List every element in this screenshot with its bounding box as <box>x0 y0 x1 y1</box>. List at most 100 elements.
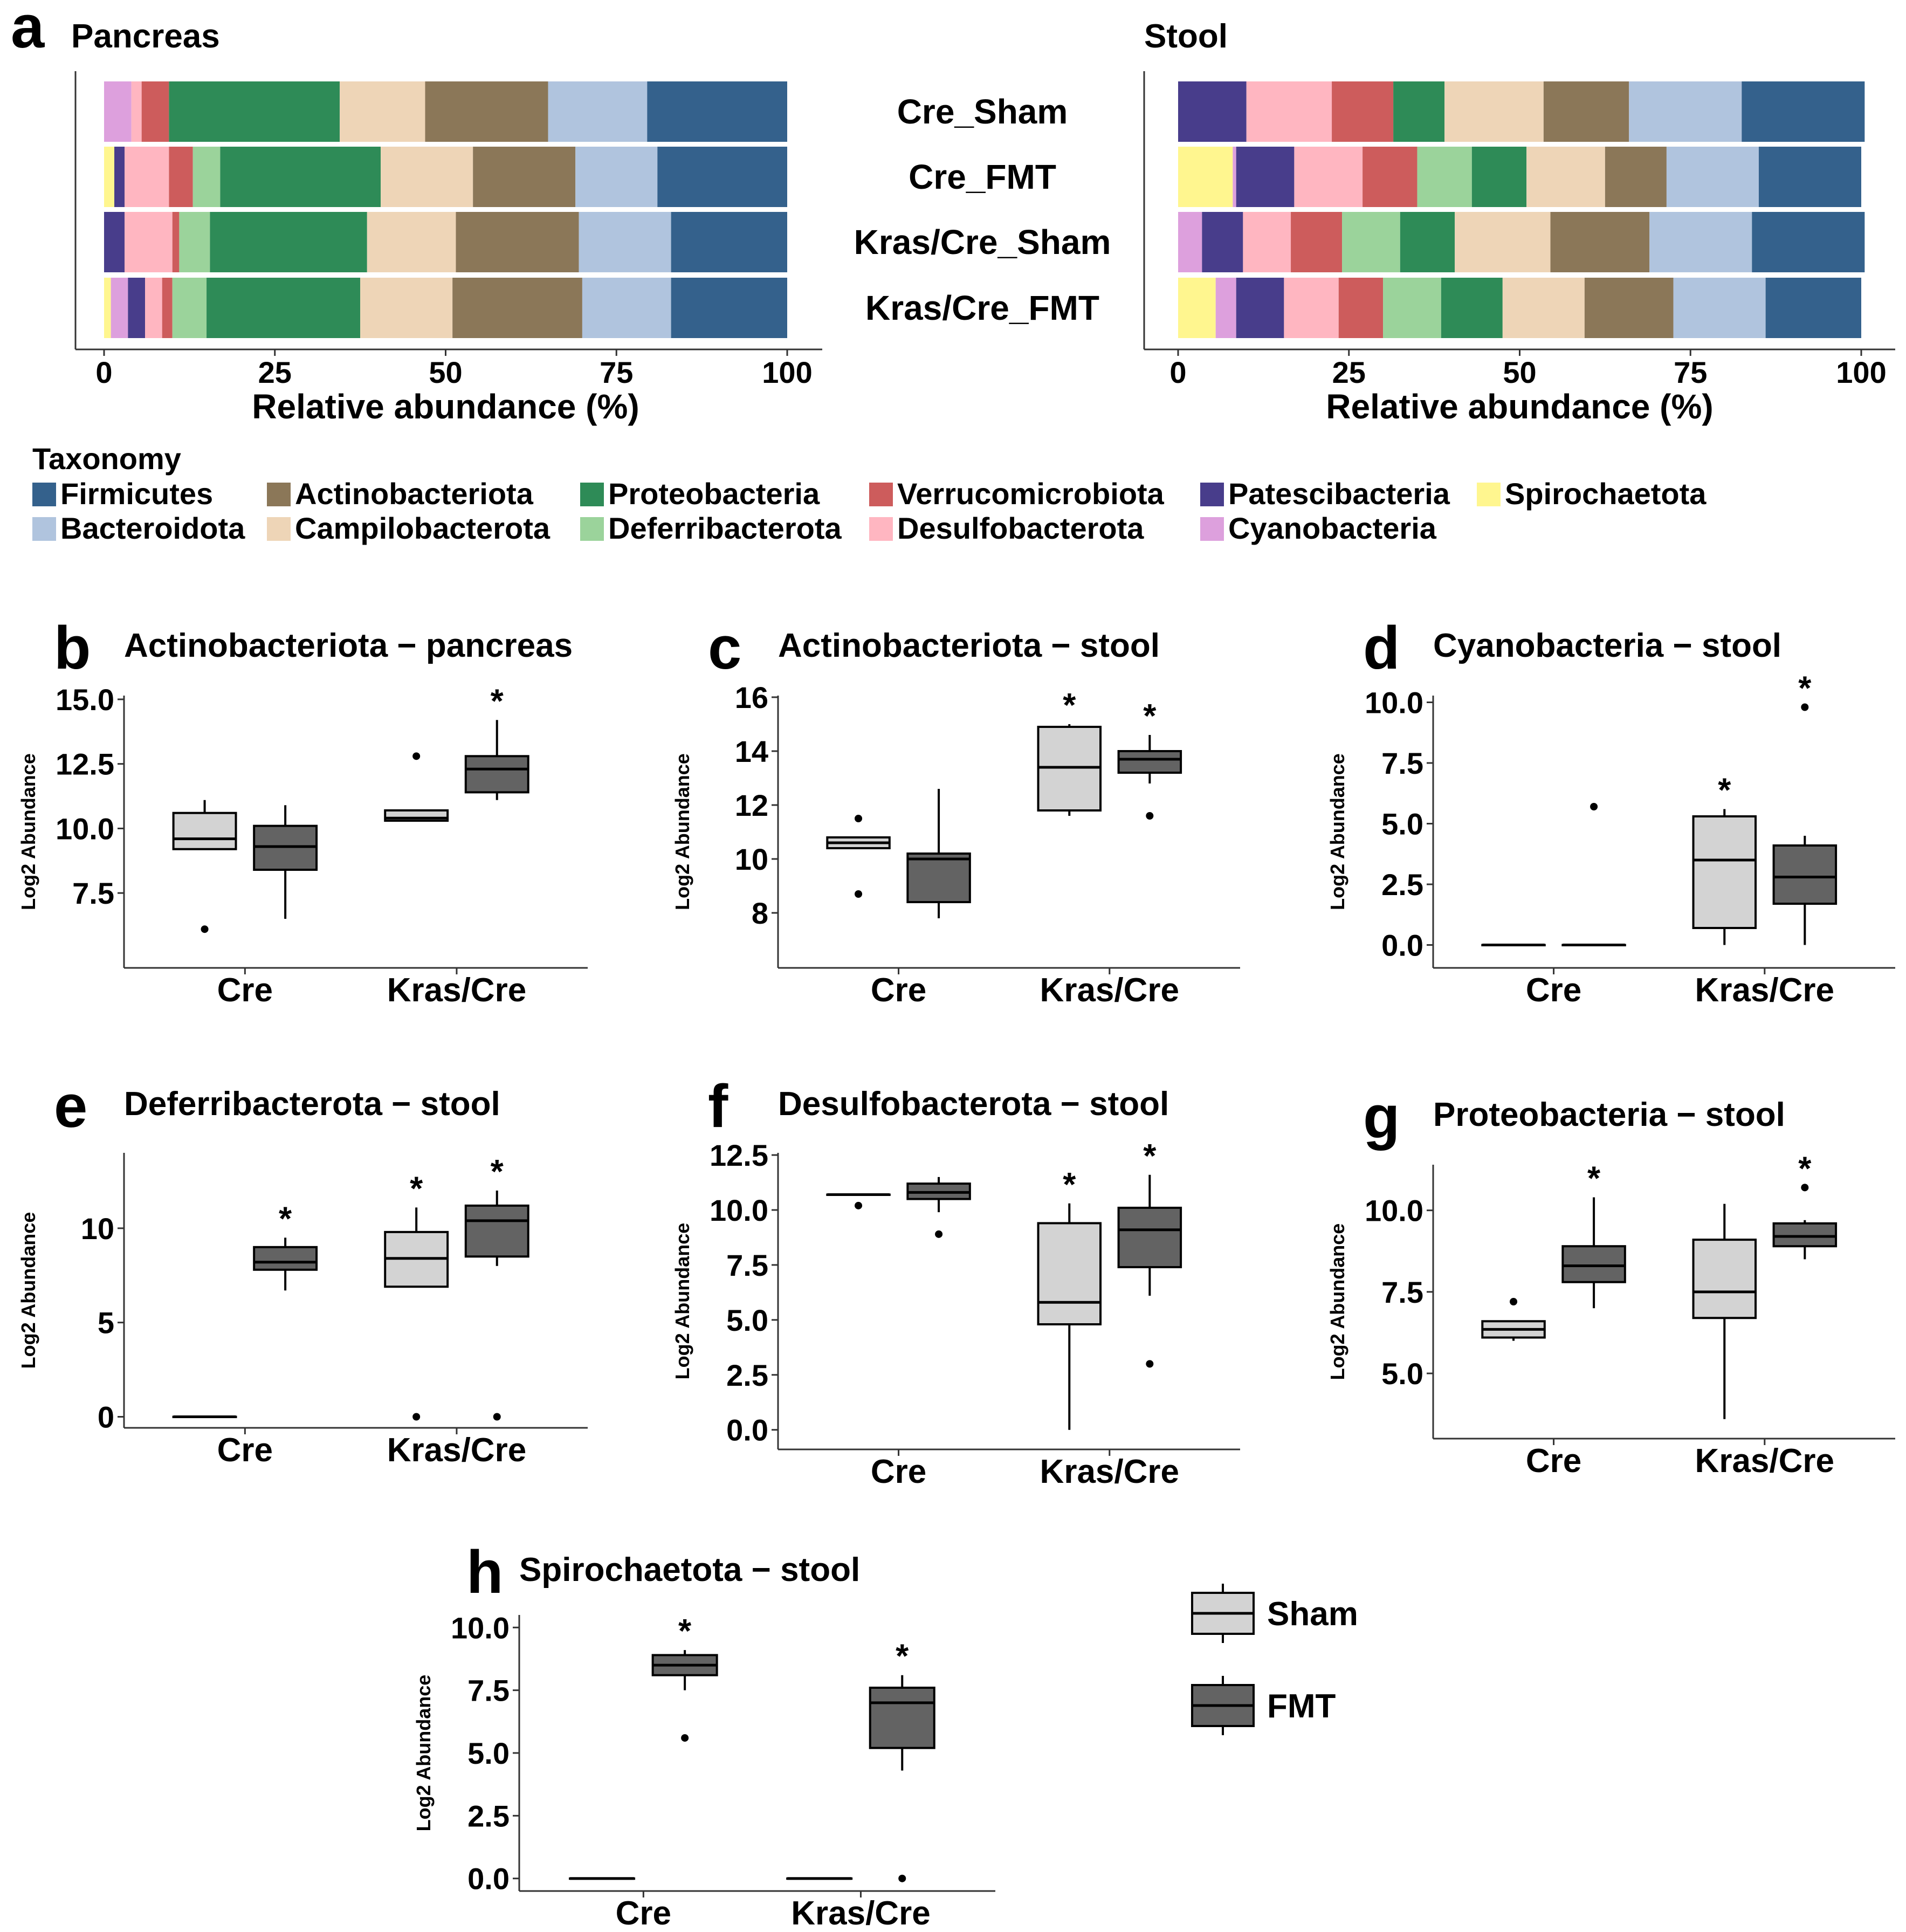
outlier-point <box>412 752 421 760</box>
bar-segment-firmicutes <box>1765 278 1861 338</box>
legend-label: Verrucomicrobiota <box>897 477 1165 511</box>
bar-segment-deferribacterota <box>192 147 221 207</box>
legend-swatch <box>32 517 56 541</box>
box-kras-cre-fmt: * <box>1772 1150 1838 1260</box>
bar-segment-campilobacterota <box>1444 81 1544 142</box>
box-cre-fmt <box>906 1177 971 1238</box>
significance-star: * <box>279 1200 292 1237</box>
y-tick-label: 10.0 <box>56 812 114 845</box>
bar-segment-verrucomicrobiota <box>172 212 180 272</box>
x-tick-label: Cre <box>871 1453 926 1490</box>
x-tick-label: 0 <box>95 355 112 389</box>
x-tick-label: 75 <box>1674 355 1707 389</box>
y-axis-title: Log2 Abundance <box>671 753 693 910</box>
x-tick-label: 75 <box>600 355 633 389</box>
box-plot-panel-b: b Actinobacteriota − pancreas 15.0 12.5 10.0… <box>17 614 588 1009</box>
box-plot-panel-c: c Actinobacteriota − stool 16 14 12 10 8 Log2 A… <box>671 614 1240 1009</box>
outlier-point <box>935 1230 943 1238</box>
bar-segment-proteobacteria <box>220 147 381 207</box>
x-tick-label: Cre <box>1526 1442 1581 1480</box>
bar-segment-proteobacteria <box>169 81 340 142</box>
y-tick-label: 12 <box>735 788 768 822</box>
bar-segment-desulfobacterota <box>145 278 162 338</box>
y-tick-label: 10 <box>81 1212 114 1246</box>
bar-segment-verrucomicrobiota <box>1332 81 1394 142</box>
bar-segment-firmicutes <box>671 278 787 338</box>
significance-star: * <box>491 1153 504 1191</box>
y-axis-title: Log2 Abundance <box>412 1675 435 1832</box>
bar-segment-proteobacteria <box>1441 278 1503 338</box>
box-body <box>1117 1206 1182 1269</box>
y-axis-title: Log2 Abundance <box>1326 1223 1348 1380</box>
y-tick-label: 12.5 <box>710 1138 768 1172</box>
box-cre-fmt: * <box>1561 1160 1626 1309</box>
outlier-point <box>681 1734 689 1742</box>
outlier-point <box>855 815 863 822</box>
bar-segment-bacteroidota <box>548 81 648 142</box>
x-tick-label: 50 <box>1503 355 1536 389</box>
bar-segment-patescibacteria <box>114 147 125 207</box>
chart-title: Desulfobacterota − stool <box>778 1085 1169 1123</box>
box-kras-cre-sham <box>1692 1204 1757 1419</box>
significance-star: * <box>1143 698 1157 735</box>
legend-swatch <box>267 483 291 506</box>
significance-star: * <box>1798 1150 1812 1187</box>
y-tick-label: 12.5 <box>56 747 114 781</box>
box-kras-cre-fmt: * <box>464 683 529 800</box>
y-tick-label: 10.0 <box>1365 686 1423 720</box>
row-label-0: Cre_Sham <box>897 92 1068 131</box>
x-tick-label: Cre <box>217 972 273 1009</box>
bar-segment-firmicutes <box>657 147 787 207</box>
y-tick-label: 10 <box>735 842 768 876</box>
panel-letter-a: a <box>11 0 45 60</box>
bar-segment-firmicutes <box>1752 212 1865 272</box>
bar-segment-desulfobacterota <box>131 81 142 142</box>
box-kras-cre-sham: * <box>384 1170 449 1421</box>
box-cre-fmt <box>906 789 971 918</box>
y-tick-label: 2.5 <box>1381 868 1423 902</box>
legend-label: Bacteroidota <box>60 511 245 545</box>
box-kras-cre-fmt: * <box>869 1638 935 1882</box>
bar-segment-proteobacteria <box>1400 212 1455 272</box>
box-cre-sham <box>172 1415 237 1419</box>
bar-segment-spirochaetota <box>1178 147 1233 207</box>
y-tick-label: 7.5 <box>1381 1275 1423 1309</box>
bar-segment-verrucomicrobiota <box>1291 212 1343 272</box>
y-tick-label: 14 <box>735 734 768 768</box>
bar-segment-actinobacteriota <box>1605 147 1667 207</box>
bar-segment-bacteroidota <box>582 278 671 338</box>
outlier-point <box>493 1413 501 1421</box>
panel-letter-g: g <box>1363 1083 1400 1151</box>
y-tick-label: 10.0 <box>710 1193 768 1227</box>
y-tick-label: 15.0 <box>56 683 114 717</box>
chart-title: Deferribacterota − stool <box>124 1085 500 1123</box>
bar-segment-verrucomicrobiota <box>1363 147 1418 207</box>
box-body <box>1772 844 1838 905</box>
box-body <box>464 755 529 794</box>
bar-segment-patescibacteria <box>1236 147 1295 207</box>
chart-title: Spirochaetota − stool <box>519 1551 860 1589</box>
y-axis-title: Log2 Abundance <box>17 753 39 910</box>
outlier-point <box>898 1874 906 1882</box>
bar-segment-verrucomicrobiota <box>1338 278 1384 338</box>
bar-segment-bacteroidota <box>1629 81 1742 142</box>
box-body <box>1692 1239 1757 1319</box>
legend-swatch <box>869 483 893 506</box>
significance-star: * <box>1798 670 1812 707</box>
box-body <box>906 852 971 903</box>
chart-title: Proteobacteria − stool <box>1433 1096 1785 1133</box>
legend-label: Firmicutes <box>60 477 213 511</box>
x-tick-label: Cre <box>871 972 926 1009</box>
panel-letter-h: h <box>466 1538 503 1606</box>
box-cre-fmt <box>253 805 318 919</box>
box-body <box>1772 1222 1838 1248</box>
legend-title: Taxonomy <box>32 442 181 476</box>
box-body <box>464 1204 529 1258</box>
row-label-1: Cre_FMT <box>909 157 1056 196</box>
bar-segment-desulfobacterota <box>125 212 173 272</box>
significance-star: * <box>491 683 504 720</box>
y-tick-label: 8 <box>752 896 768 930</box>
outlier-point <box>1146 1360 1154 1368</box>
key-label-fmt: FMT <box>1267 1688 1336 1725</box>
bar-segment-actinobacteriota <box>473 147 576 207</box>
